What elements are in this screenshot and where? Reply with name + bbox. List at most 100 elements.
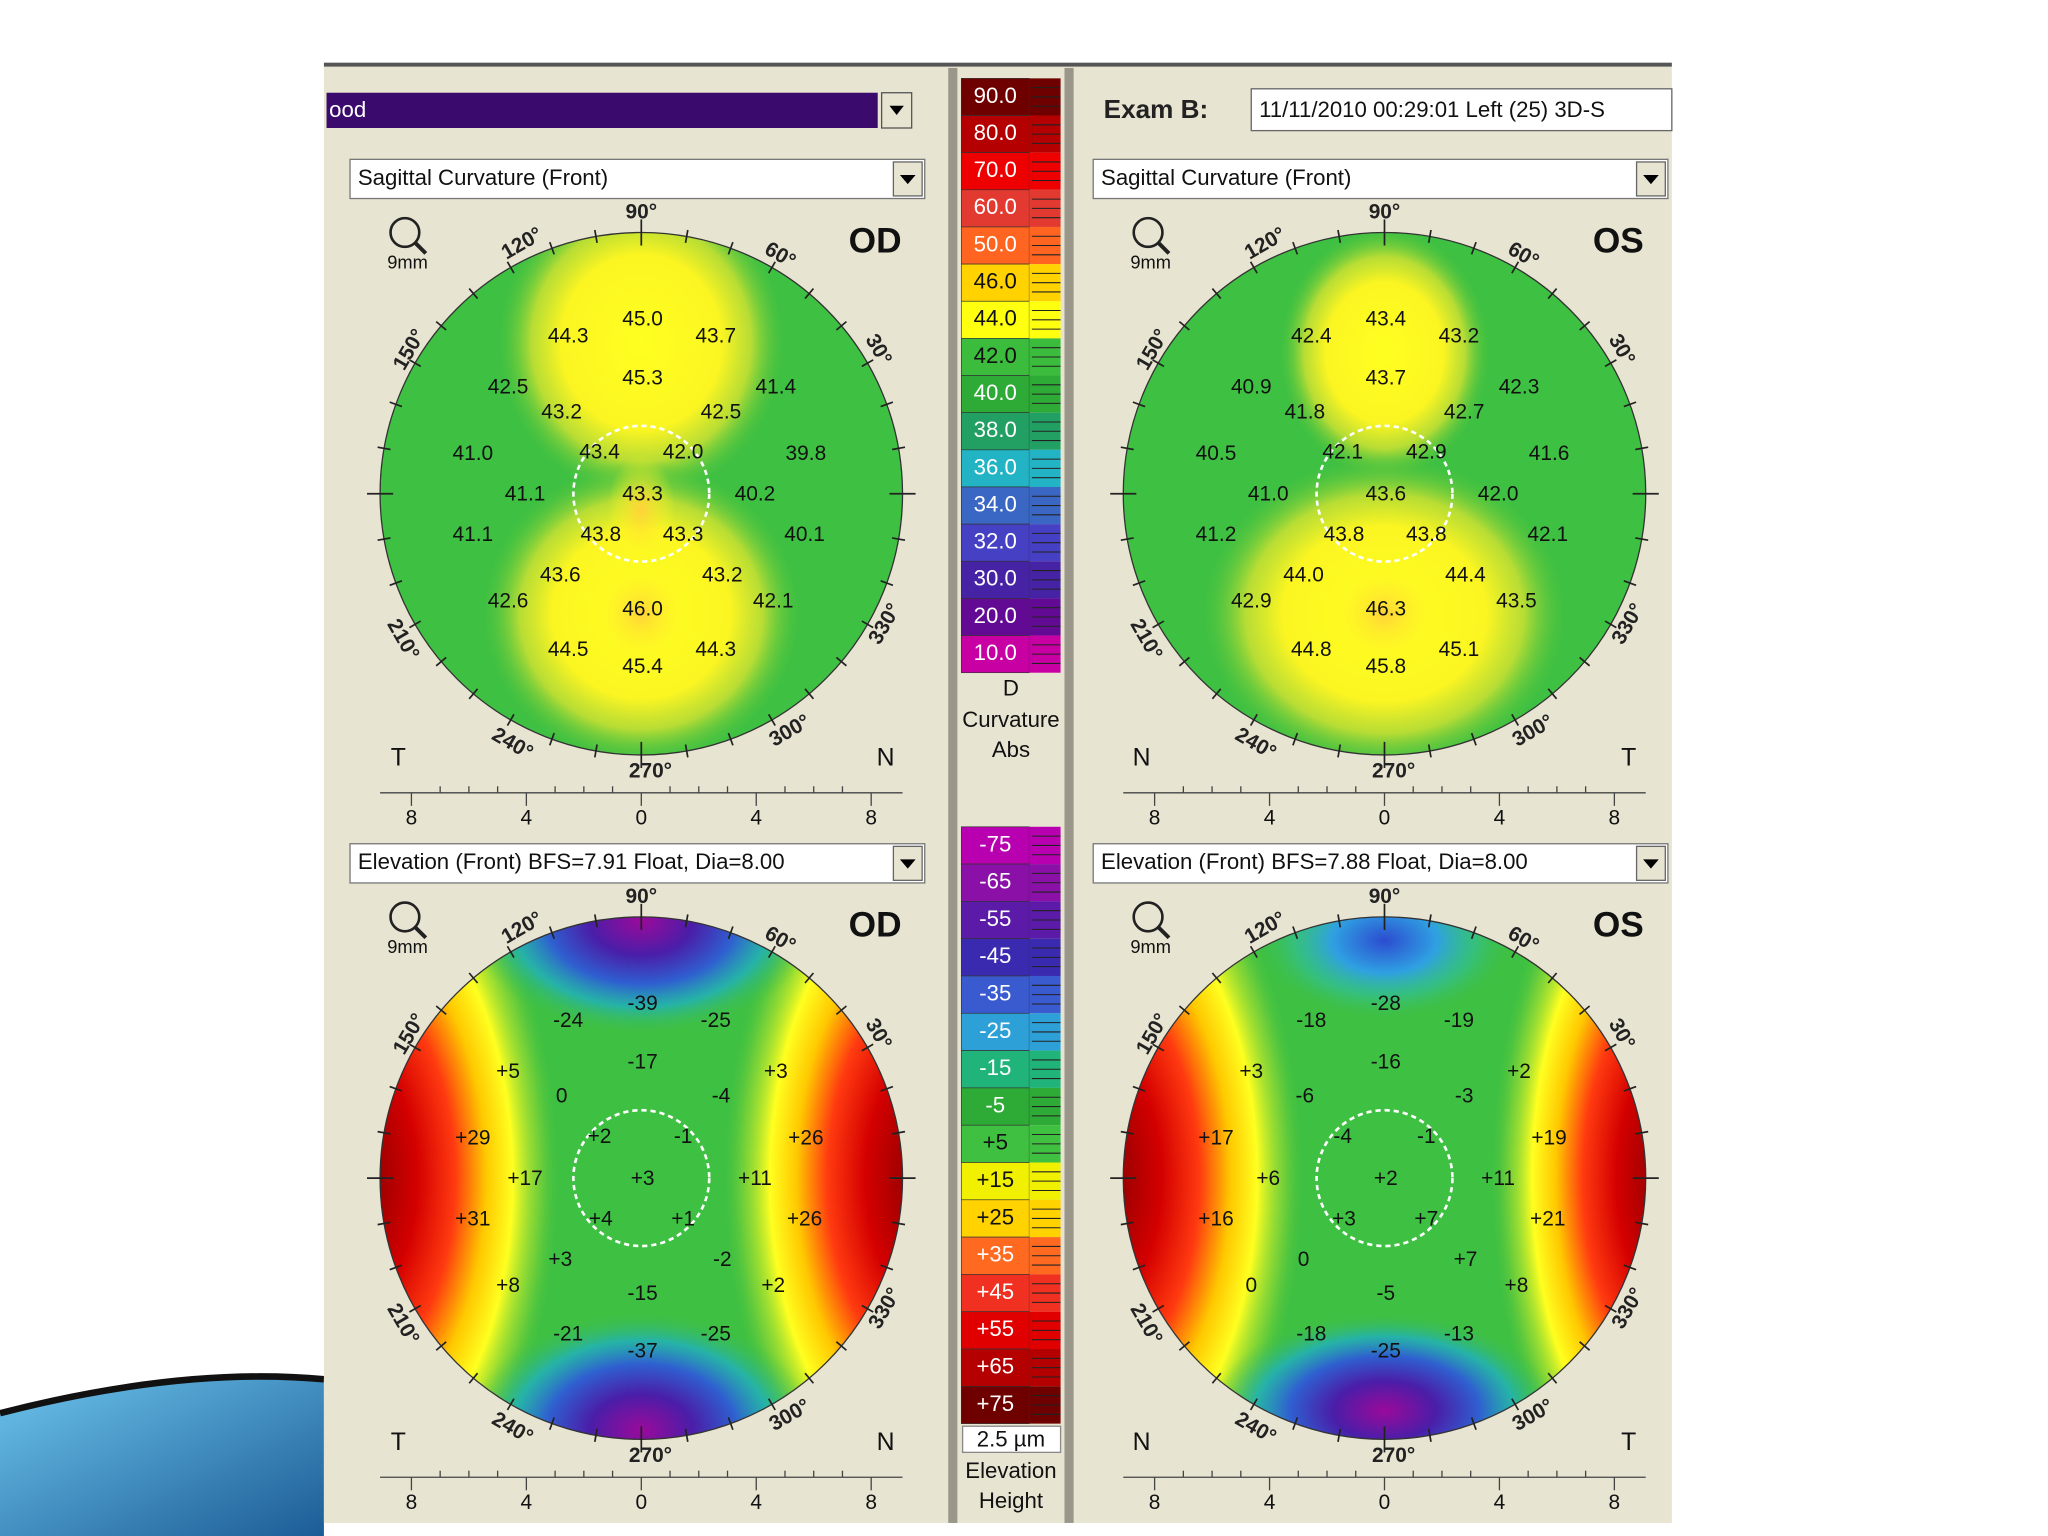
angle-tick <box>1178 1341 1190 1351</box>
view-dropdown-text: Elevation (Front) BFS=7.88 Float, Dia=8.… <box>1101 849 1528 874</box>
angle-tick <box>1132 580 1146 587</box>
zoom-label: 9mm <box>1130 936 1171 957</box>
map-value: -19 <box>1444 1009 1474 1032</box>
view-dropdown[interactable] <box>349 158 926 200</box>
map-value: -1 <box>674 1125 693 1148</box>
angle-label: 270° <box>1372 1444 1415 1467</box>
scale-tick-label: 4 <box>521 806 533 829</box>
angle-tick <box>891 1130 906 1135</box>
patient-bar[interactable] <box>326 92 878 128</box>
map-value: +11 <box>1481 1167 1515 1190</box>
angle-tick <box>1547 688 1558 700</box>
map <box>380 232 903 755</box>
angle-tick <box>1152 1304 1165 1313</box>
zoom-icon-handle <box>1157 925 1171 940</box>
scale-label: +25 <box>976 1204 1014 1229</box>
angle-tick <box>684 1428 689 1442</box>
zoom-icon[interactable] <box>389 901 421 933</box>
corner-label: N <box>877 1429 895 1456</box>
view-dropdown-text: Sagittal Curvature (Front) <box>358 165 608 190</box>
scale-tick-label: 4 <box>1494 1491 1506 1514</box>
separator <box>1064 67 1074 1523</box>
map-value: 43.8 <box>1406 523 1447 546</box>
map-value: -25 <box>1371 1339 1401 1362</box>
angle-label: 270° <box>629 759 672 782</box>
scale-cell <box>960 1087 1030 1126</box>
corner-label: T <box>391 744 406 771</box>
map-value: 39.8 <box>786 442 827 465</box>
exam-field[interactable] <box>1250 88 1673 132</box>
angle-tick <box>1292 241 1299 255</box>
scale-tick-label: 8 <box>406 1491 418 1514</box>
angle-tick <box>1470 926 1477 940</box>
angle-tick <box>880 1085 894 1092</box>
pupil-outline <box>572 1108 711 1248</box>
scale-tick-label: 4 <box>521 1491 533 1514</box>
angle-tick <box>1623 401 1637 408</box>
angle-tick <box>408 1304 422 1313</box>
map-value: +6 <box>1256 1167 1280 1190</box>
zoom-icon-handle <box>1157 241 1171 255</box>
map-value: 42.5 <box>701 400 742 423</box>
scale-caption: Curvature <box>962 707 1059 732</box>
map-color-zone <box>589 561 694 667</box>
map-value: -18 <box>1296 1009 1326 1032</box>
map-value: 42.5 <box>488 375 529 398</box>
angle-tick <box>1579 656 1591 667</box>
map-value: 44.3 <box>548 324 589 347</box>
map-value: -1 <box>1417 1125 1436 1148</box>
angle-tick <box>1120 446 1134 451</box>
corner-label: N <box>877 744 895 771</box>
zoom-icon[interactable] <box>1132 901 1164 933</box>
map-value: +17 <box>507 1167 542 1190</box>
view-dropdown[interactable] <box>349 843 926 884</box>
map-value: 43.5 <box>1496 590 1537 613</box>
map-value: -17 <box>628 1051 658 1074</box>
scale-cell <box>960 1199 1030 1238</box>
dropdown-arrow <box>899 175 916 185</box>
zoom-icon[interactable] <box>389 216 421 249</box>
map-value: -25 <box>701 1009 731 1032</box>
angle-tick <box>408 620 422 629</box>
angle-tick <box>891 537 906 542</box>
angle-label: 90° <box>626 200 658 223</box>
angle-tick <box>684 914 689 928</box>
angle-tick <box>377 1130 391 1135</box>
angle-tick <box>684 229 689 244</box>
view-dropdown[interactable] <box>1092 843 1669 884</box>
view-dropdown[interactable] <box>1092 158 1669 200</box>
angle-tick <box>1337 1428 1342 1442</box>
map-value: 41.6 <box>1529 442 1570 465</box>
angle-tick <box>1427 914 1432 928</box>
zoom-icon[interactable] <box>1132 216 1164 249</box>
map-value: +3 <box>631 1167 655 1190</box>
angle-tick <box>435 656 447 667</box>
scale-tick-label: 8 <box>406 806 418 829</box>
map-value: -18 <box>1296 1322 1326 1345</box>
scale-tick-label: 4 <box>750 806 762 829</box>
scale-label: +5 <box>983 1130 1008 1155</box>
angle-tick <box>1623 580 1637 587</box>
angle-tick <box>684 744 689 758</box>
scale-label: 32.0 <box>974 529 1017 554</box>
scale-label: 90.0 <box>974 83 1017 108</box>
map-value: 40.2 <box>735 483 776 506</box>
scale-cell <box>960 826 1030 865</box>
angle-tick <box>1511 261 1520 274</box>
map-value: 43.7 <box>695 324 736 347</box>
angle-tick <box>1120 1130 1134 1135</box>
scale-label: +35 <box>976 1242 1014 1267</box>
angle-tick <box>1211 972 1222 984</box>
angle-tick <box>1623 1264 1637 1271</box>
angle-tick <box>804 1372 815 1384</box>
angle-tick <box>593 1428 598 1442</box>
angle-tick <box>389 1264 403 1271</box>
angle-tick <box>1511 1398 1520 1411</box>
scale-cell <box>960 375 1030 414</box>
angle-tick <box>389 1085 403 1092</box>
map-value: +2 <box>761 1274 785 1297</box>
map-value: 44.5 <box>548 638 589 661</box>
angle-tick <box>835 1005 847 1016</box>
